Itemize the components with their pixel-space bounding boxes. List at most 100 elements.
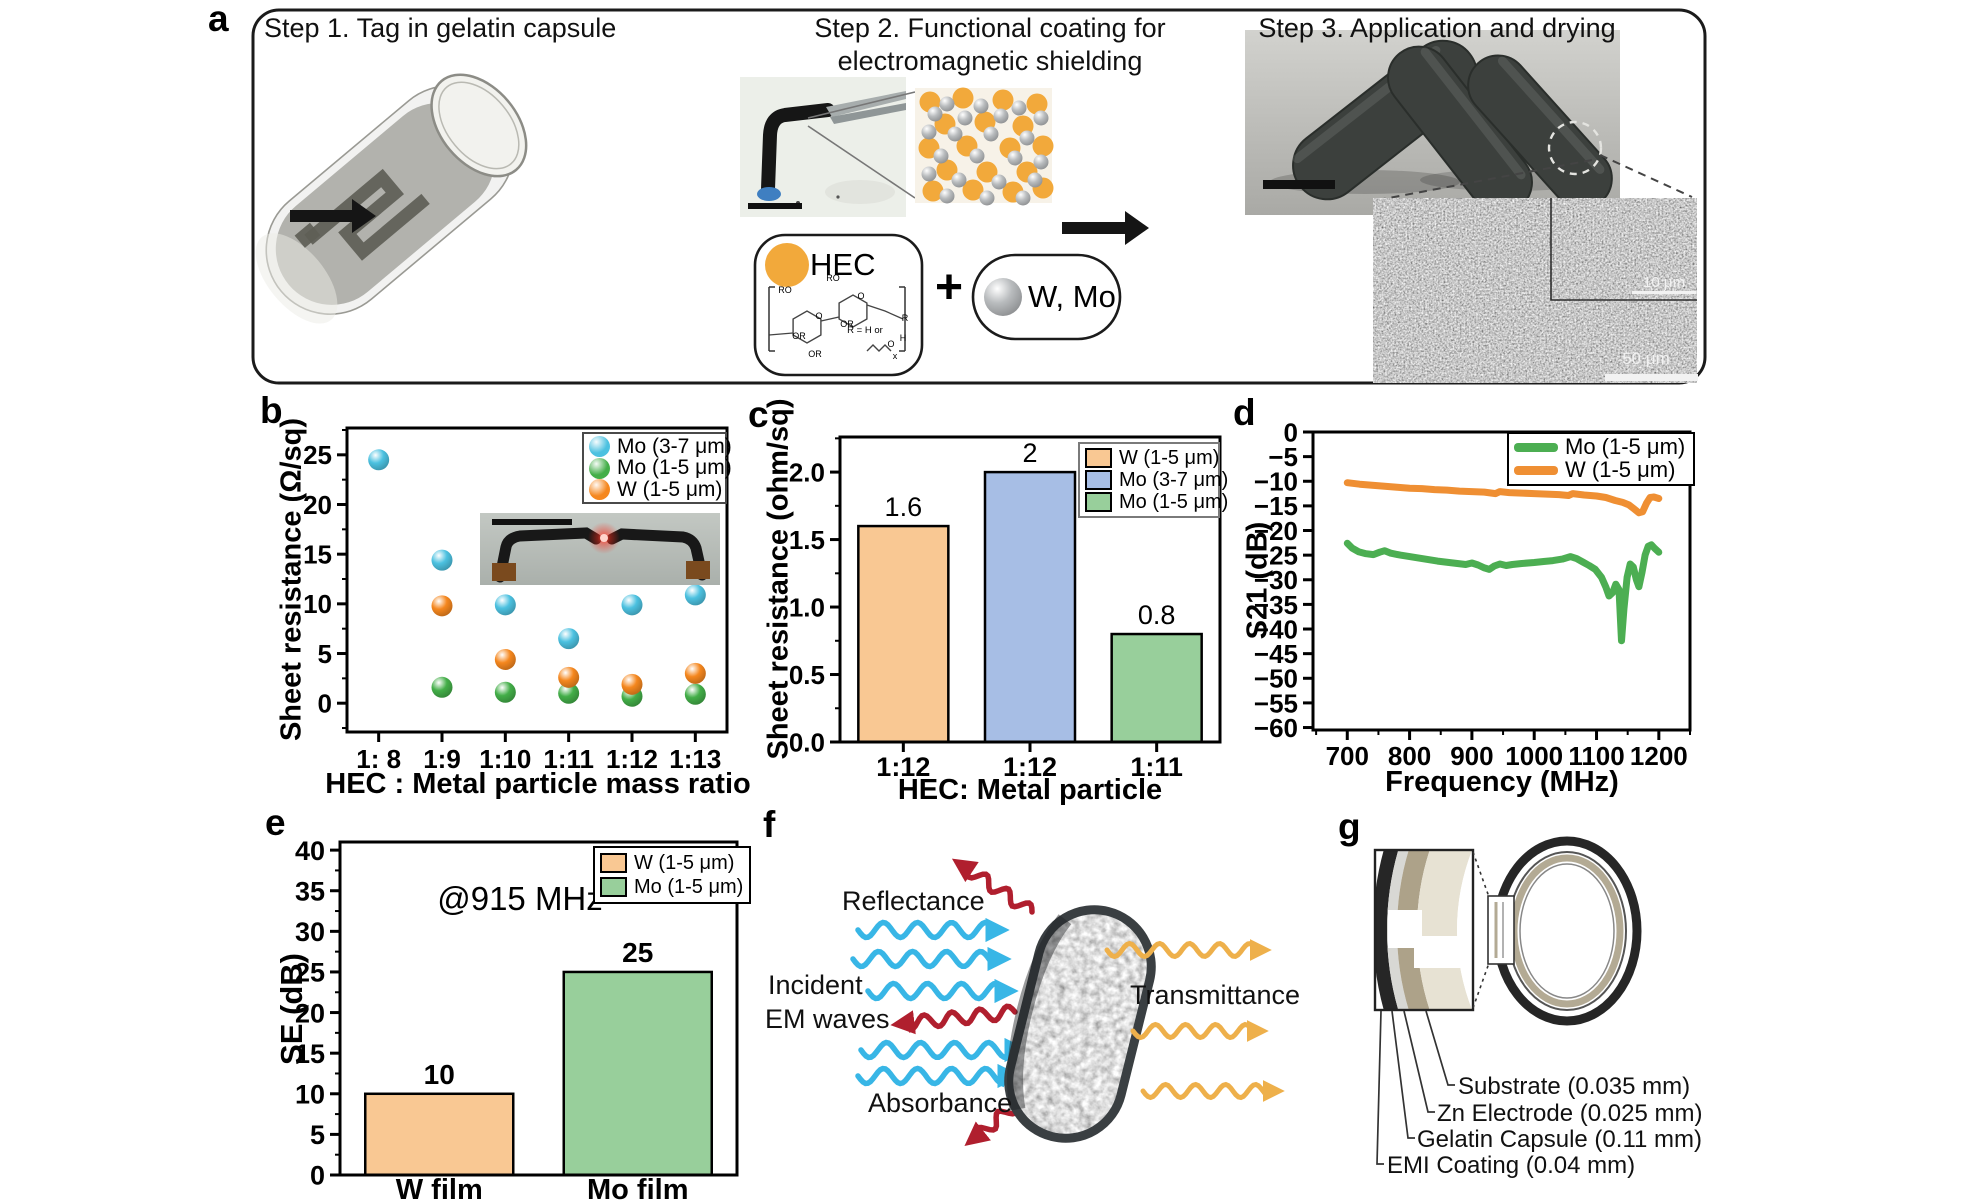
panel-d-letter: d: [1233, 392, 1256, 433]
panel-f: f Reflectance Incident EM waves Absorban…: [760, 800, 1340, 1200]
svg-text:O: O: [815, 311, 822, 321]
arrow-step1-step2: [290, 199, 376, 233]
panel-c: c 0.0 0.5 1.0 1.5 2.0 1.6 1:12 2 1:12 0.8 1:11 She…: [740, 390, 1240, 810]
panel-d: d 0 −5 −10 −15 −20 −25 −30 −35 −40 −45 −50 −55 −60 70…: [1230, 390, 1770, 810]
panel-b-inset-photo: [480, 513, 720, 585]
layer-label-zn-electrode: Zn Electrode (0.025 mm): [1437, 1100, 1703, 1127]
svg-text:10: 10: [295, 1080, 325, 1110]
svg-text:5: 5: [318, 639, 332, 669]
svg-text:1.5: 1.5: [789, 525, 825, 555]
svg-text:25: 25: [622, 937, 653, 968]
legend-label: Mo (1-5 μm): [634, 875, 744, 898]
svg-text:700: 700: [1326, 741, 1369, 771]
svg-text:0.0: 0.0: [789, 727, 825, 757]
svg-text:15: 15: [295, 1039, 325, 1069]
svg-text:1200: 1200: [1630, 741, 1688, 771]
legend-item: Mo (1-5 μm): [589, 457, 732, 479]
w-1-5-marker-icon: [589, 479, 610, 501]
legend-item: W (1-5 μm): [600, 853, 744, 873]
capsule-layers-diagram: [1373, 836, 1642, 1165]
hec-label: HEC: [810, 247, 876, 282]
panel-g-letter: g: [1338, 806, 1361, 847]
legend-label: W (1-5 μm): [634, 852, 735, 875]
step2-title-line1: Step 2. Functional coating for: [814, 13, 1166, 43]
metal-powder-box: [971, 253, 1122, 341]
layer-label-substrate: Substrate (0.035 mm): [1458, 1073, 1691, 1100]
y-axis-ticks: 0.0 0.5 1.0 1.5 2.0: [789, 437, 840, 757]
x-axis-ticks: 1: 8 1:9 1:10 1:11 1:12 1:13: [356, 732, 721, 774]
legend-label: Mo (1-5 μm): [1565, 434, 1686, 460]
svg-text:40: 40: [295, 836, 325, 866]
legend-label: W (1-5 μm): [1119, 446, 1220, 469]
legend-item: W (1-5 μm): [1085, 447, 1219, 468]
svg-text:0.5: 0.5: [789, 660, 825, 690]
metal-particles-label: W, Mo: [1028, 279, 1116, 314]
chart-d-xlabel: Frequency (MHz): [1385, 766, 1619, 798]
legend-item: Mo (3-7 μm): [589, 436, 732, 457]
svg-text:1100: 1100: [1568, 741, 1624, 771]
legend-label: Mo (3-7 μm): [617, 435, 732, 458]
mo-line-swatch-icon: [1514, 443, 1558, 453]
panel-b-letter: b: [260, 390, 283, 431]
chart-c-ylabel: Sheet resistance (ohm/sq): [762, 398, 795, 760]
capsule-ring-cross-section: [1487, 836, 1642, 1026]
incident-label-line1: Incident: [768, 970, 863, 1000]
step3-title: Step 3. Application and drying: [1258, 13, 1616, 43]
svg-text:O: O: [887, 339, 894, 349]
w-line-swatch-icon: [1514, 465, 1558, 475]
svg-text:25: 25: [303, 440, 332, 470]
absorbance-label: Absorbance: [868, 1088, 1013, 1118]
led-test-photo: [480, 513, 720, 585]
chart-b-ylabel: Sheet resistance (Ω/sq): [275, 417, 308, 742]
legend-item: Mo (1-5 μm): [600, 875, 744, 898]
svg-text:900: 900: [1450, 741, 1493, 771]
coated-capsules-photo: [1245, 30, 1620, 215]
sem-image: [1373, 198, 1698, 383]
panel-a-letter: a: [208, 0, 229, 39]
hec-metal-particle-schematic: [915, 87, 1054, 206]
chart-e-annotation: @915 MHz: [437, 880, 603, 917]
svg-text:1.0: 1.0: [789, 592, 825, 622]
svg-text:1.6: 1.6: [885, 492, 923, 522]
svg-text:1:12: 1:12: [876, 752, 930, 782]
legend-label: Mo (1-5 μm): [1119, 490, 1229, 513]
svg-text:−20: −20: [1254, 516, 1298, 546]
svg-text:−45: −45: [1254, 639, 1298, 669]
legend-label: W (1-5 μm): [617, 477, 723, 501]
svg-text:OR: OR: [840, 319, 854, 329]
bars: 10 W film 25 Mo film: [364, 937, 713, 1200]
svg-text:25: 25: [295, 958, 325, 988]
svg-text:35: 35: [295, 876, 325, 906]
y-axis-ticks: 0 5 10 15 20 25: [303, 428, 347, 730]
em-shielding-diagram: [850, 858, 1285, 1147]
svg-text:OR: OR: [808, 349, 822, 359]
svg-text:2.0: 2.0: [789, 457, 825, 487]
svg-text:1:10: 1:10: [479, 744, 531, 774]
line-series: [1343, 479, 1663, 645]
svg-text:1000: 1000: [1505, 741, 1563, 771]
svg-text:0: 0: [310, 1161, 325, 1191]
legend-label: W (1-5 μm): [1565, 457, 1676, 483]
sem-scalebar-50um: 50 μm: [1622, 349, 1670, 368]
svg-text:1:11: 1:11: [1130, 752, 1183, 782]
mo37-bar-swatch-icon: [1085, 469, 1112, 490]
legend-item: Mo (3-7 μm): [1085, 469, 1228, 490]
step1-title: Step 1. Tag in gelatin capsule: [264, 13, 617, 43]
svg-text:15: 15: [303, 540, 332, 570]
svg-text:RO: RO: [778, 285, 792, 295]
svg-text:0.8: 0.8: [1138, 600, 1176, 630]
svg-text:−40: −40: [1254, 614, 1298, 644]
sem-scalebar-10um: 10 μm: [1632, 274, 1696, 294]
panel-b-legend: Mo (3-7 μm) Mo (1-5 μm) W (1-5 μm): [582, 432, 732, 504]
svg-text:−5: −5: [1268, 442, 1298, 472]
legend-item: Mo (1-5 μm): [1085, 491, 1228, 512]
mo-1-5-marker-icon: [589, 457, 610, 479]
reflectance-label: Reflectance: [842, 886, 985, 916]
legend-item: W (1-5 μm): [589, 477, 723, 501]
svg-text:−25: −25: [1254, 541, 1298, 571]
gelatin-capsule-tag-illustration: [255, 73, 528, 324]
